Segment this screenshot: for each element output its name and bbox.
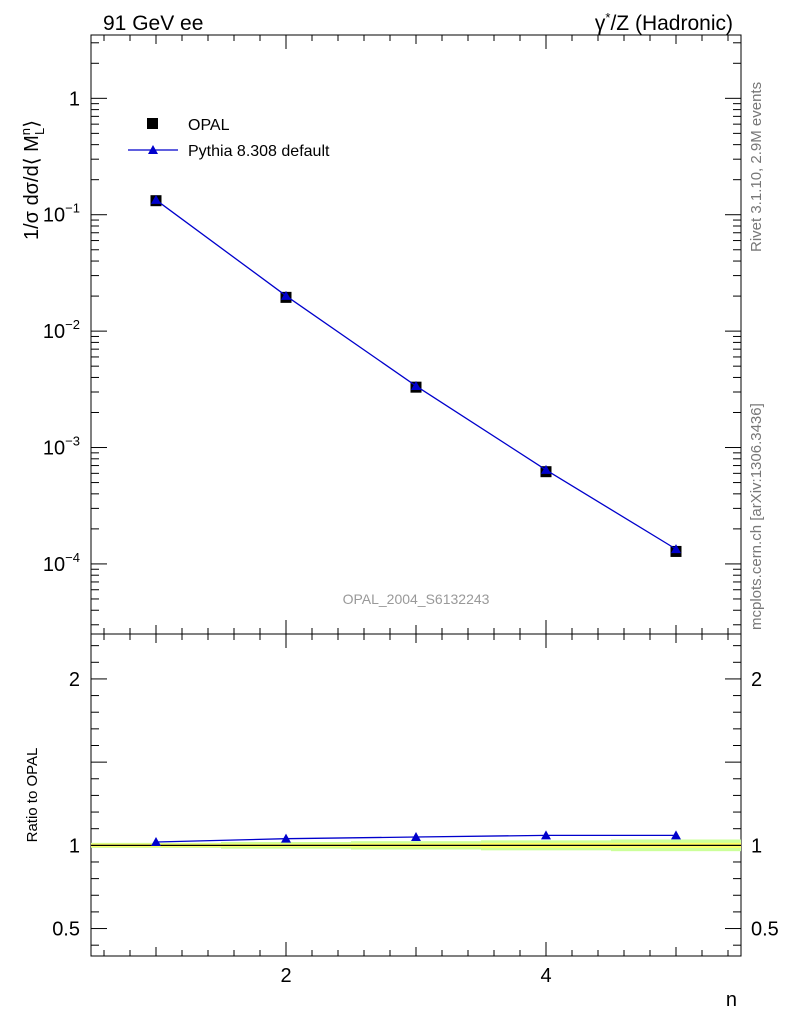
ratio-pythia-point (281, 833, 291, 843)
legend-pythia-marker (148, 145, 158, 154)
y-tick-label: 1 (69, 88, 80, 110)
x-tick-label: 4 (540, 965, 551, 987)
ratio-pythia-point (151, 837, 161, 847)
main-y-axis-label: 1/σ dσ/d⟨ MnL⟩ (18, 120, 47, 240)
header-energy: 91 GeV ee (103, 12, 203, 35)
legend-pythia-label: Pythia 8.308 default (188, 143, 330, 160)
x-tick-label: 2 (280, 965, 291, 987)
ratio-y-tick-label: 2 (69, 669, 80, 691)
ratio-pythia-point (411, 832, 421, 842)
header-process: γ*/Z (Hadronic) (595, 10, 733, 35)
ratio-y-tick-label-right: 1 (751, 835, 762, 857)
legend-opal-marker (147, 118, 158, 129)
pythia-point (541, 464, 551, 474)
rivet-info: Rivet 3.1.10, 2.9M events (748, 82, 765, 252)
y-tick-label: 10−3 (43, 434, 80, 460)
ratio-y-tick-label: 0.5 (52, 919, 80, 941)
ratio-pythia-point (671, 830, 681, 840)
ratio-y-tick-label: 1 (69, 835, 80, 857)
ratio-pythia-point (541, 830, 551, 840)
y-tick-label: 10−2 (43, 317, 80, 343)
y-tick-label: 10−1 (43, 201, 80, 227)
ratio-y-tick-label-right: 2 (751, 669, 762, 691)
ratio-y-axis-label: Ratio to OPAL (24, 748, 41, 843)
legend: OPAL Pythia 8.308 default (128, 117, 330, 160)
ratio-frame (90, 633, 742, 957)
analysis-watermark: OPAL_2004_S6132243 (343, 591, 490, 607)
y-tick-label: 10−4 (43, 550, 80, 576)
ratio-plot: 2 4 0.5 0.5 1 1 2 2 (52, 633, 779, 987)
legend-opal-label: OPAL (188, 117, 230, 134)
pythia-line (155, 199, 677, 550)
pythia-point (671, 544, 681, 554)
x-axis-label: n (726, 989, 737, 1011)
mcplots-info: mcplots.cern.ch [arXiv:1306.3436] (748, 403, 765, 630)
pythia-point (151, 194, 161, 204)
pythia-point (281, 290, 291, 300)
pythia-point (411, 380, 421, 390)
ratio-y-tick-label-right: 0.5 (751, 919, 779, 941)
